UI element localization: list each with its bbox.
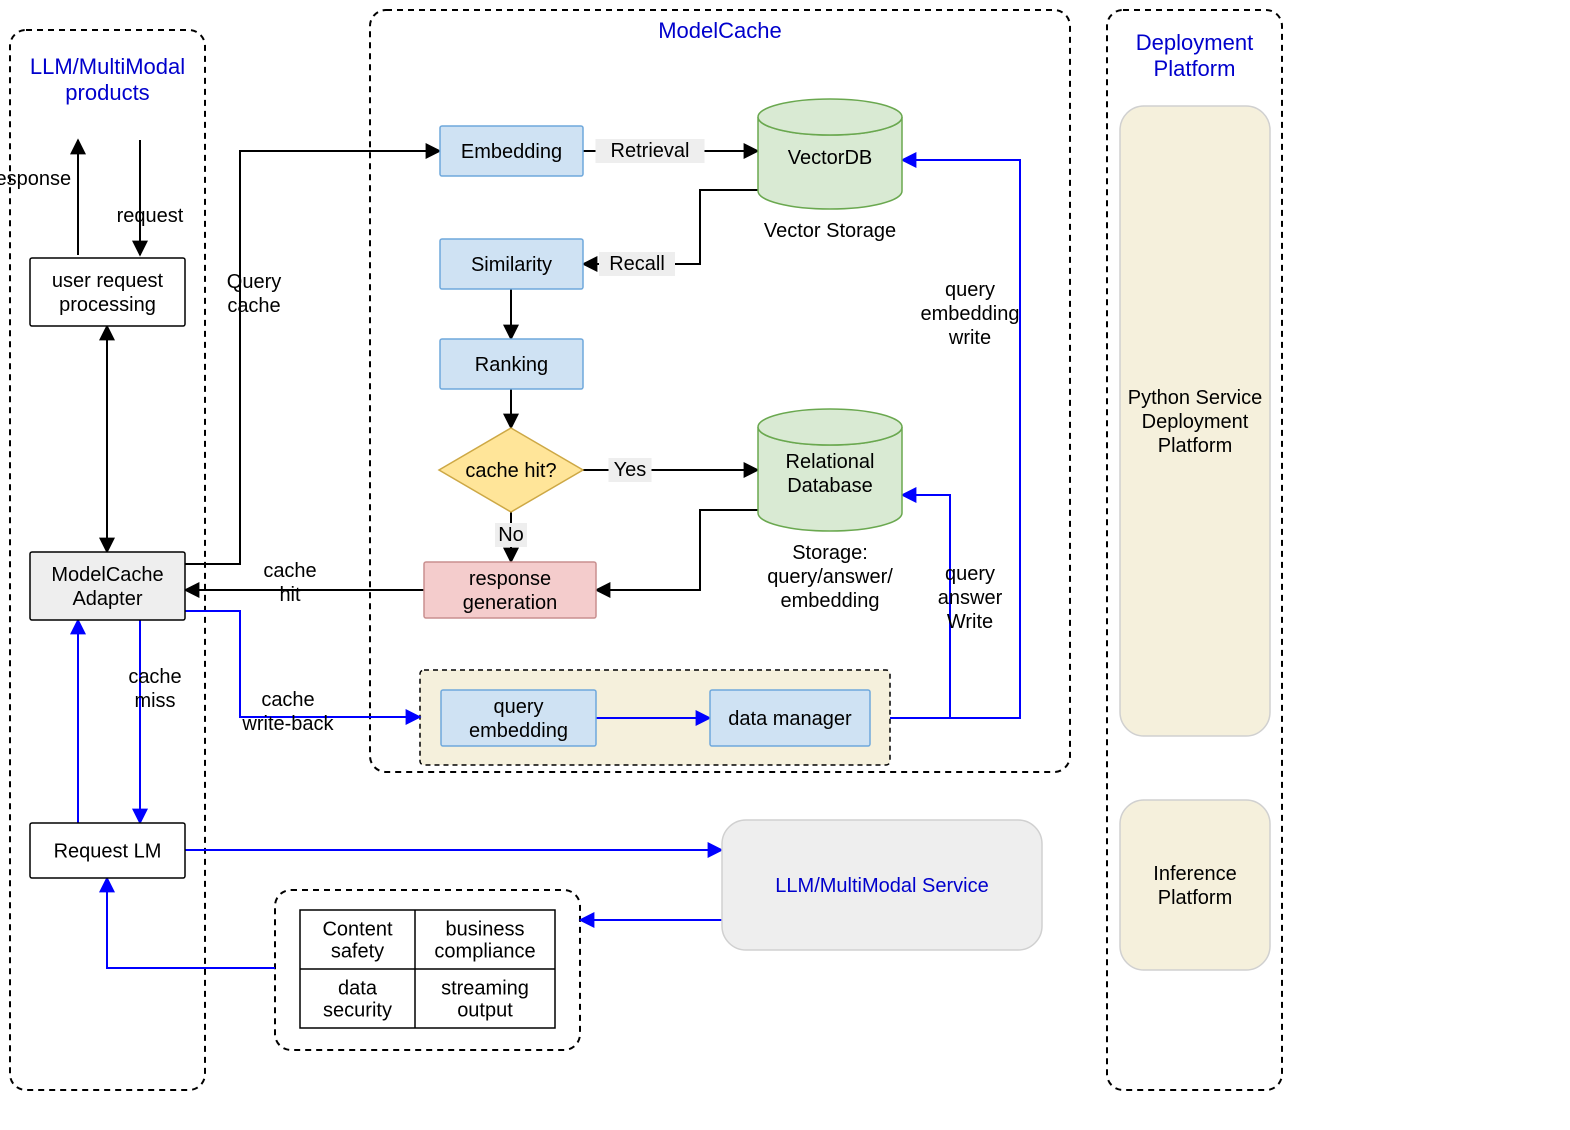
table-cell: output: [457, 1000, 513, 1022]
node-caption: Storage:: [792, 542, 868, 564]
node-request_lm: Request LM: [30, 823, 185, 878]
node-vectordb: VectorDB Vector Storage: [758, 99, 902, 242]
label-no: No: [495, 523, 527, 547]
label-yes: Yes: [609, 458, 652, 482]
node-label: Deployment: [1142, 411, 1249, 433]
node-relational_db: RelationalDatabase Storage:query/answer/e…: [758, 409, 902, 612]
label-query_embedding_write: queryembeddingwrite: [921, 279, 1020, 349]
edge-reldb-to-response: [596, 510, 758, 590]
node-label: Adapter: [72, 588, 142, 610]
node-label: Request LM: [54, 841, 162, 863]
label-query_cache: Querycache: [227, 271, 281, 317]
label-text: cache: [227, 295, 280, 317]
table-cell: Content: [322, 919, 392, 941]
table-cell: streaming: [441, 978, 529, 1000]
node-label: generation: [463, 592, 558, 614]
node-cache_hit: cache hit?: [439, 428, 583, 512]
node-compliance_table: Contentsafety businesscompliance datasecur…: [300, 910, 555, 1028]
label-text: request: [117, 205, 184, 227]
table-cell: security: [323, 1000, 392, 1022]
label-text: Query: [227, 271, 281, 293]
label-text: query: [945, 279, 995, 301]
node-label: Similarity: [471, 254, 552, 276]
label-text: cache: [128, 666, 181, 688]
label-text: embedding: [921, 303, 1020, 325]
label-text: cache: [263, 560, 316, 582]
node-embedding: Embedding: [440, 126, 583, 176]
node-label: Ranking: [475, 354, 548, 376]
label-text: miss: [134, 690, 175, 712]
node-label: Python Service: [1128, 387, 1263, 409]
label-text: query: [945, 563, 995, 585]
node-label: VectorDB: [788, 147, 872, 169]
label-text: write-back: [241, 713, 334, 735]
table-cell: data: [338, 978, 378, 1000]
label-text: Recall: [609, 253, 665, 275]
node-label: data manager: [728, 708, 852, 730]
node-adapter: ModelCacheAdapter: [30, 552, 185, 620]
label-text: No: [498, 524, 524, 546]
node-label: Relational: [786, 451, 875, 473]
diagram-canvas: LLM/MultiModalproducts ModelCache Deployme…: [0, 0, 1570, 1130]
container-title: Deployment: [1136, 30, 1253, 55]
node-python_platform: Python ServiceDeploymentPlatform: [1120, 106, 1270, 736]
table-cell: safety: [331, 941, 384, 963]
edge-compliance-to-requestlm: [107, 878, 275, 968]
table-cell: compliance: [434, 941, 535, 963]
node-query_embedding: queryembedding: [441, 690, 596, 746]
node-label: Embedding: [461, 141, 562, 163]
label-response: response: [0, 168, 71, 190]
container-title: products: [65, 80, 149, 105]
node-caption: query/answer/: [767, 566, 893, 588]
edge-adapter-to-embedding: [185, 151, 440, 564]
label-cache_writeback: cachewrite-back: [241, 689, 334, 735]
node-label: embedding: [469, 720, 568, 742]
node-inference_platform: InferencePlatform: [1120, 800, 1270, 970]
label-retrieval: Retrieval: [596, 139, 705, 163]
label-text: cache: [261, 689, 314, 711]
node-label: Platform: [1158, 887, 1232, 909]
label-text: Yes: [614, 459, 647, 481]
node-label: response: [469, 568, 551, 590]
label-cache_hit_edge: cachehit: [263, 560, 316, 606]
node-response_gen: responsegeneration: [424, 562, 596, 618]
container-title: Platform: [1154, 56, 1236, 81]
node-caption: Vector Storage: [764, 220, 896, 242]
node-llm_service: LLM/MultiModal Service: [722, 820, 1042, 950]
node-label: ModelCache: [51, 564, 163, 586]
node-label: Database: [787, 475, 873, 497]
label-recall: Recall: [599, 252, 675, 276]
node-label: Inference: [1153, 863, 1236, 885]
edge-datamgr-to-vectordb: [890, 160, 1020, 718]
container-title: ModelCache: [658, 18, 782, 43]
label-request: request: [117, 205, 184, 227]
node-label: Platform: [1158, 435, 1232, 457]
label-cache_miss: cachemiss: [128, 666, 181, 712]
node-label: processing: [59, 294, 156, 316]
node-user_request: user requestprocessing: [30, 258, 185, 326]
label-text: answer: [938, 587, 1003, 609]
container-modelcache: ModelCache: [370, 10, 1070, 772]
table-cell: business: [446, 919, 525, 941]
node-data_manager: data manager: [710, 690, 870, 746]
container-title: LLM/MultiModal: [30, 54, 185, 79]
node-ranking: Ranking: [440, 339, 583, 389]
node-label: LLM/MultiModal Service: [775, 875, 988, 897]
label-text: response: [0, 168, 71, 190]
node-similarity: Similarity: [440, 239, 583, 289]
node-label: query: [493, 696, 543, 718]
label-text: hit: [279, 584, 301, 606]
node-label: user request: [52, 270, 164, 292]
node-caption: embedding: [781, 590, 880, 612]
label-text: Write: [947, 611, 993, 633]
label-text: Retrieval: [611, 140, 690, 162]
node-label: cache hit?: [465, 460, 556, 482]
label-query_answer_write: queryanswerWrite: [938, 563, 1003, 633]
label-text: write: [948, 327, 991, 349]
